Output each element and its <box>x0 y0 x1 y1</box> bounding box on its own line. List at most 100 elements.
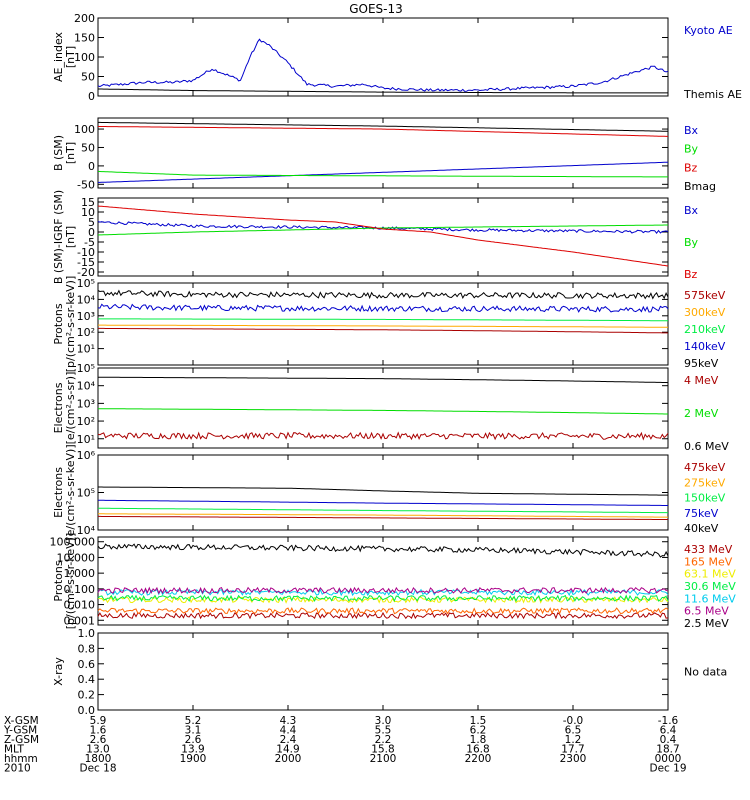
x-row-value: 2200 <box>465 753 492 765</box>
legend-label: 40keV <box>684 522 719 535</box>
x-row-value: 5.9 <box>90 715 107 727</box>
series-line-575kev <box>98 327 669 334</box>
x-row-value: 4.3 <box>280 715 297 727</box>
y-axis-units: [p/(cm²-s-sr-keV)] <box>64 533 77 630</box>
y-axis-title: B (SM) <box>52 135 65 171</box>
legend-label: 11.6 MeV <box>684 592 736 605</box>
x-axis-table: X-GSM 5.9 5.2 4.3 3.0 1.5 -0.0 -1.6 Y-GSM 1.6 3.1 4… <box>3 715 687 775</box>
y-tick-label: 1.000 <box>64 567 96 580</box>
series-line-2-mev <box>98 408 668 415</box>
x-row-value: 14.9 <box>276 744 299 756</box>
series-line-0.6-mev <box>97 376 669 384</box>
x-row-value: 0.4 <box>660 734 677 746</box>
x-row-value: 2100 <box>370 753 397 765</box>
y-tick-label: 0.010 <box>64 599 96 612</box>
panel-protons: 10¹ 10² 10³ 10⁴ 10⁵ Protons [p/(cm²-s-sr-keV)]… <box>52 276 726 373</box>
y-tick-label: 100 <box>74 51 95 64</box>
y-tick-label: 50 <box>81 141 95 154</box>
y-tick-label: 0 <box>88 90 95 103</box>
panel-protons_mev: 0.001 0.010 0.100 1.000 10.000 100.000 Protons… <box>50 533 737 630</box>
x-row-value: 2000 <box>275 753 302 765</box>
panel-bsm: -50 0 50 100 B (SM) [nT] Bx By Bz Bmag <box>52 117 716 193</box>
legend-label: 75keV <box>684 507 719 520</box>
y-axis-title: X-ray <box>52 657 65 686</box>
panel-frame <box>97 117 669 189</box>
x-row-value: 3.1 <box>185 725 202 737</box>
x-row-value: 16.8 <box>466 744 489 756</box>
y-axis-title: Protons <box>52 303 65 344</box>
y-axis-units: [e/(cm²-s-sr-keV)] <box>64 444 77 540</box>
series-line-150kev <box>98 507 669 514</box>
y-tick-label: -5 <box>84 236 95 249</box>
y-tick-label: -20 <box>77 266 95 279</box>
legend-label: Bx <box>684 124 699 137</box>
legend-label: Themis AE <box>683 88 742 101</box>
y-axis-units: [p/(cm²-s-sr-keV)] <box>64 276 77 373</box>
y-tick-label: 10⁴ <box>77 380 96 393</box>
panel-electrons_mev: 10¹ 10² 10³ 10⁴ 10⁵ Electrons [e/(cm²-s-sr)] 4 … <box>52 362 729 453</box>
x-row-value: 1.8 <box>470 734 487 746</box>
x-row-value: 1.6 <box>90 725 107 737</box>
series-line-bx <box>97 161 669 183</box>
series-line-95kev <box>97 289 669 300</box>
y-tick-label: 10⁴ <box>77 293 96 306</box>
legend-label: 150keV <box>684 492 726 505</box>
legend-label: Bx <box>684 204 699 217</box>
y-axis-title: Electrons <box>52 382 65 433</box>
x-row-value: 15.8 <box>371 744 394 756</box>
y-axis-title: AE_index <box>52 31 65 82</box>
x-row-value: 17.7 <box>561 744 584 756</box>
legend-label: 2.5 MeV <box>684 617 729 630</box>
series-line-bmag <box>98 121 669 132</box>
series-line-6.5-mev <box>97 586 669 595</box>
series-line-140kev <box>97 303 669 313</box>
series-line-bx <box>97 221 669 235</box>
series-line-by <box>97 224 668 236</box>
panel-ae: 0 50 100 150 200 AE_index [nT] Kyoto AE Themis A… <box>52 12 742 103</box>
x-row-value: 0000 <box>655 753 682 765</box>
legend-label: By <box>684 236 699 249</box>
x-row-value: 1.2 <box>565 734 582 746</box>
x-row-value: 2.6 <box>90 734 107 746</box>
date-start: Dec 18 <box>79 763 116 775</box>
legend-label: 275keV <box>684 476 726 489</box>
date-row-label: 2010 <box>4 763 31 775</box>
series-line-kyoto-ae <box>97 38 669 92</box>
y-tick-label: 10¹ <box>77 343 95 356</box>
x-row-value: 4.4 <box>280 725 297 737</box>
series-line-30.6-mev <box>97 594 669 603</box>
series-line-by <box>97 170 668 178</box>
x-row-value: 1900 <box>180 753 207 765</box>
legend-label: 575keV <box>684 289 726 302</box>
legend-label: 210keV <box>684 323 726 336</box>
series-line-475kev <box>98 515 668 520</box>
y-tick-label: 10³ <box>77 310 95 323</box>
y-tick-label: 10⁵ <box>77 277 95 290</box>
legend-label: 0.6 MeV <box>684 440 729 453</box>
legend-label: Bz <box>684 161 698 174</box>
y-tick-label: -15 <box>77 256 95 269</box>
y-axis-units: [nT] <box>64 226 77 248</box>
x-row-label: Y-GSM <box>3 725 37 737</box>
y-tick-label: 5 <box>88 216 95 229</box>
y-axis-units: [nT] <box>64 142 77 164</box>
y-tick-label: 10⁵ <box>77 487 95 500</box>
series-line-433-mev <box>97 611 669 620</box>
legend-label: 300keV <box>684 306 726 319</box>
legend-label: 433 MeV <box>684 543 733 556</box>
y-tick-label: 0.001 <box>64 614 96 627</box>
legend-label: 475keV <box>684 461 726 474</box>
series-line-165-mev <box>97 607 669 615</box>
series-line-300kev <box>98 324 668 328</box>
date-end: Dec 19 <box>649 763 686 775</box>
y-tick-label: 10¹ <box>77 433 95 446</box>
x-row-label: X-GSM <box>4 715 39 727</box>
x-row-value: 13.0 <box>86 744 109 756</box>
panel-frame <box>97 197 669 277</box>
legend-label: 2 MeV <box>684 407 719 420</box>
x-row-value: 6.5 <box>565 725 582 737</box>
y-axis-units: [e/(cm²-s-sr)] <box>64 372 77 445</box>
y-tick-label: 0.4 <box>78 673 96 686</box>
y-tick-label: 0.8 <box>78 642 96 655</box>
